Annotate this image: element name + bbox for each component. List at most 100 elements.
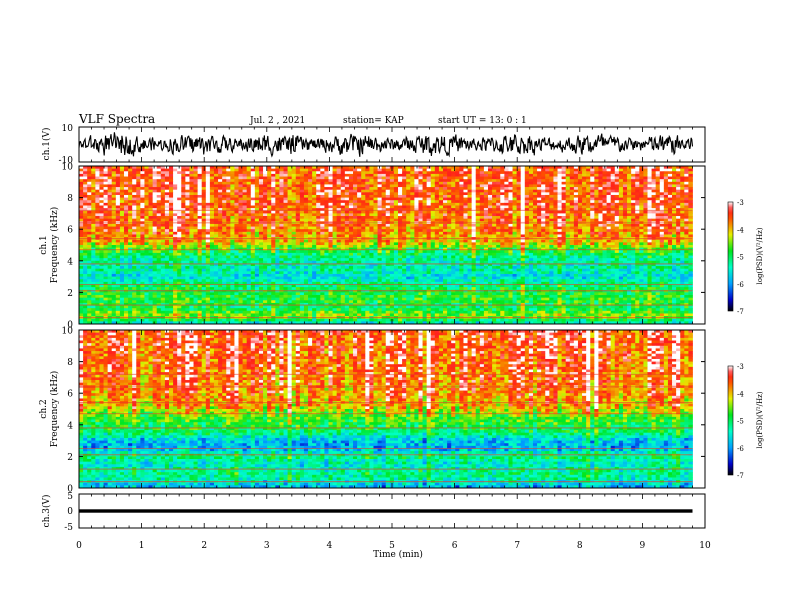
spectrogram-cell	[87, 171, 92, 175]
spectrogram-cell	[361, 239, 366, 243]
spectrogram-cell	[193, 176, 199, 180]
spectrogram-cell	[438, 223, 444, 227]
spectrogram-cell	[201, 231, 207, 235]
spectrogram-cell	[271, 216, 276, 220]
spectrogram-cell	[328, 226, 333, 230]
spectrogram-cell	[594, 229, 599, 233]
spectrogram-cell	[279, 184, 284, 188]
spectrogram-cell	[492, 231, 497, 235]
spectrogram-cell	[242, 234, 248, 238]
spectrogram-cell	[365, 245, 370, 249]
spectrogram-cell	[373, 213, 378, 217]
spectrogram-cell	[222, 205, 227, 209]
spectrogram-cell	[573, 194, 579, 198]
spectrogram-cell	[87, 242, 92, 246]
spectrogram-cell	[230, 200, 235, 204]
spectrogram-cell	[156, 250, 162, 254]
spectrogram-cell	[91, 205, 96, 209]
spectrogram-cell	[291, 223, 297, 227]
spectrogram-cell	[410, 223, 415, 227]
spectrogram-cell	[103, 210, 109, 214]
spectrogram-cell	[614, 231, 620, 235]
spectrogram-cell	[213, 216, 219, 220]
spectrogram-cell	[193, 192, 199, 196]
spectrogram-cell	[512, 179, 518, 183]
spectrogram-cell	[483, 247, 489, 251]
spectrogram-cell	[500, 223, 505, 227]
spectrogram-cell	[185, 223, 190, 227]
spectrogram-cell	[299, 231, 305, 235]
spectrogram-cell	[287, 242, 293, 246]
spectrogram-cell	[475, 226, 481, 230]
spectrogram-cell	[406, 210, 411, 214]
spectrogram-cell	[91, 192, 96, 196]
spectrogram-cell	[267, 176, 272, 180]
spectrogram-cell	[451, 218, 456, 222]
spectrogram-cell	[123, 187, 129, 191]
spectrogram-cell	[287, 223, 293, 227]
spectrogram-cell	[353, 231, 358, 235]
spectrogram-cell	[524, 168, 530, 172]
spectrogram-cell	[312, 250, 317, 254]
spectrogram-cell	[267, 187, 272, 191]
spectrogram-cell	[426, 234, 432, 238]
spectrogram-cell	[610, 229, 616, 233]
spectrogram-cell	[238, 200, 243, 204]
spectrogram-cell	[504, 210, 509, 214]
spectrogram-cell	[508, 218, 513, 222]
spectrogram-cell	[631, 247, 636, 251]
spectrogram-cell	[91, 197, 96, 201]
spectrogram-cell	[455, 202, 460, 206]
spectrogram-cell	[577, 205, 583, 209]
spectrogram-cell	[487, 173, 493, 177]
spectrogram-cell	[545, 194, 550, 198]
spectrogram-cell	[103, 171, 109, 175]
spectrogram-cell	[647, 168, 652, 172]
spectrogram-cell	[393, 200, 399, 204]
spectrogram-cell	[479, 200, 485, 204]
spectrogram-cell	[271, 166, 276, 170]
spectrogram-cell	[647, 192, 652, 196]
spectrogram-cell	[627, 216, 632, 220]
spectrogram-cell	[263, 242, 268, 246]
spectrogram-cell	[136, 218, 141, 222]
spectrogram-cell	[299, 200, 305, 204]
spectrogram-cell	[222, 234, 227, 238]
spectrogram-cell	[577, 216, 583, 220]
spectrogram-cell	[275, 184, 280, 188]
spectrogram-cell	[479, 202, 485, 206]
spectrogram-cell	[336, 189, 342, 193]
spectrogram-cell	[242, 200, 248, 204]
spectrogram-cell	[328, 210, 333, 214]
spectrogram-cell	[443, 184, 448, 188]
spectrogram-cell	[414, 200, 419, 204]
spectrogram-cell	[324, 168, 329, 172]
spectrogram-cell	[361, 245, 366, 249]
spectrogram-cell	[332, 223, 338, 227]
spectrogram-cell	[79, 179, 84, 183]
spectrogram-cell	[614, 173, 620, 177]
spectrogram-cell	[79, 187, 84, 191]
spectrogram-cell	[586, 192, 591, 196]
spectrogram-cell	[459, 247, 464, 251]
spectrogram-cell	[684, 245, 689, 249]
spectrogram-cell	[177, 234, 182, 238]
spectrogram-cell	[459, 242, 464, 246]
spectrogram-cell	[91, 208, 96, 212]
spectrogram-cell	[95, 229, 100, 233]
spectrogram-cell	[193, 231, 199, 235]
spectrogram-cell	[606, 181, 612, 185]
spectrogram-cell	[250, 176, 256, 180]
spectrogram-cell	[185, 250, 190, 254]
spectrogram-cell	[144, 168, 149, 172]
spectrogram-cell	[663, 176, 669, 180]
spectrogram-cell	[614, 171, 620, 175]
spectrogram-cell	[557, 239, 562, 243]
spectrogram-cell	[258, 245, 264, 249]
spectrogram-cell	[516, 179, 522, 183]
spectrogram-cell	[590, 210, 595, 214]
spectrogram-cell	[389, 189, 395, 193]
spectrogram-cell	[173, 184, 178, 188]
spectrogram-cell	[189, 187, 194, 191]
spectrogram-cell	[91, 179, 96, 183]
